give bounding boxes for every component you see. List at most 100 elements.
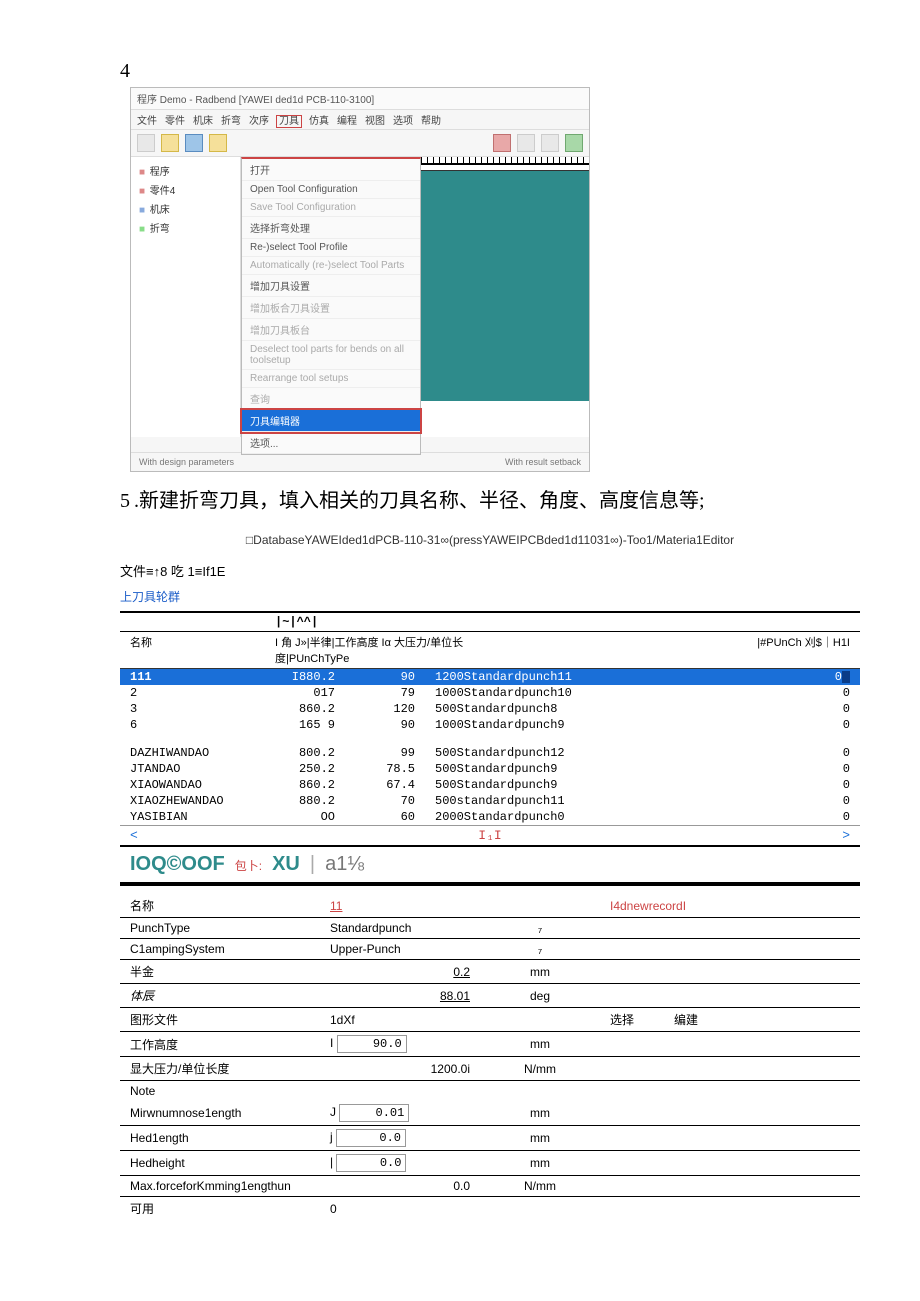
- form-row: 工作高度I mm: [120, 1032, 860, 1057]
- dropdown-item[interactable]: Open Tool Configuration: [242, 181, 420, 199]
- app-titlebar: 程序 Demo - Radbend [YAWEI ded1d PCB-110-3…: [131, 88, 589, 110]
- dropdown-item[interactable]: 增加板合刀具设置: [242, 297, 420, 319]
- step5-body: .新建折弯刀具，填入相关的刀具名称、半径、角度、高度信息等;: [134, 490, 705, 512]
- dropdown-item[interactable]: 增加刀具设置: [242, 275, 420, 297]
- dropdown-item[interactable]: Deselect tool parts for bends on all too…: [242, 341, 420, 370]
- menu-item[interactable]: 零件: [165, 116, 185, 127]
- table-row[interactable]: [120, 733, 860, 745]
- dropdown-item[interactable]: 查询: [242, 388, 420, 410]
- form-table: 名称11I4dnewrecordIPunchTypeStandardpunch₇…: [120, 894, 860, 1220]
- menu-item[interactable]: 刀具: [277, 116, 301, 127]
- form-row: Hedheight| mm: [120, 1151, 860, 1176]
- tool-header-symbols: |~|^^|: [120, 613, 860, 632]
- form-value: |: [330, 1154, 470, 1172]
- form-input[interactable]: [336, 1129, 406, 1147]
- menu-item[interactable]: 文件: [137, 116, 157, 127]
- select-button[interactable]: 选择: [610, 1011, 634, 1028]
- tool-group-link[interactable]: 上刀具轮群: [120, 588, 860, 605]
- menu-item[interactable]: 机床: [193, 116, 213, 127]
- form-value: j: [330, 1129, 470, 1147]
- form-row: Mirwnumnose1engthJ mm: [120, 1101, 860, 1126]
- toolbar-icon-d[interactable]: [565, 134, 583, 152]
- status-right: With result setback: [505, 457, 581, 467]
- toolbar-save-icon[interactable]: [185, 134, 203, 152]
- form-unit: mm: [470, 965, 610, 979]
- toolbar-icon-a[interactable]: [493, 134, 511, 152]
- table-row[interactable]: 3860.2120500Standardpunch80: [120, 701, 860, 717]
- form-label: Max.forceforKmming1engthun: [130, 1179, 330, 1193]
- toolbar-new-icon[interactable]: [137, 134, 155, 152]
- form-label: 名称: [130, 897, 330, 914]
- form-label: Hedheight: [130, 1156, 330, 1170]
- status-left: With design parameters: [139, 457, 234, 467]
- form-input[interactable]: [337, 1035, 407, 1053]
- toolbar-folder-icon[interactable]: [209, 134, 227, 152]
- form-label: 工作高度: [130, 1036, 330, 1053]
- app-toolbar: [131, 130, 589, 157]
- tools-dropdown: 打开Open Tool ConfigurationSave Tool Confi…: [241, 157, 421, 455]
- tool-header-row: 名称 I 角 J»|半律|工作高度 Iα 大压力/单位长度|PUnChTyPe …: [120, 632, 860, 669]
- table-row[interactable]: XIAOZHEWANDAO880.270500standardpunch110: [120, 793, 860, 809]
- form-value: 0.2: [330, 965, 470, 979]
- form-row: 半金0.2mm: [120, 960, 860, 984]
- menu-item[interactable]: 视图: [365, 116, 385, 127]
- menu-item[interactable]: 仿真: [309, 116, 329, 127]
- sub-header: 文件≡↑8 吃 1≡If1E: [120, 561, 860, 580]
- form-label: 显大压力/单位长度: [130, 1060, 330, 1077]
- canvas-ruler: [421, 157, 589, 171]
- tree-item[interactable]: ■ 零件4: [137, 182, 234, 197]
- table-row[interactable]: XIAOWANDAO860.267.4500Standardpunch90: [120, 777, 860, 793]
- tool-table: |~|^^| 名称 I 角 J»|半律|工作高度 Iα 大压力/单位长度|PUn…: [120, 611, 860, 886]
- dropdown-item[interactable]: Save Tool Configuration: [242, 199, 420, 217]
- form-label: Note: [130, 1084, 330, 1098]
- tree-item[interactable]: ■ 折弯: [137, 220, 234, 235]
- dropdown-item[interactable]: Re-)select Tool Profile: [242, 239, 420, 257]
- form-label: C1ampingSystem: [130, 942, 330, 956]
- table-row[interactable]: 6165 9901000Standardpunch90: [120, 717, 860, 733]
- dropdown-item[interactable]: 增加刀具板台: [242, 319, 420, 341]
- dropdown-item[interactable]: 打开: [242, 159, 420, 181]
- form-row: 显大压力/单位长度1200.0iN/mm: [120, 1057, 860, 1081]
- dropdown-item[interactable]: 选择折弯处理: [242, 217, 420, 239]
- form-input[interactable]: [339, 1104, 409, 1122]
- table-row[interactable]: YASIBIANOO602000Standardpunch00: [120, 809, 860, 825]
- scroll-right-icon[interactable]: >: [842, 828, 850, 843]
- dropdown-item[interactable]: Rearrange tool setups: [242, 370, 420, 388]
- form-input[interactable]: [336, 1154, 406, 1172]
- table-row[interactable]: 111I880.2901200Standardpunch110: [120, 669, 860, 685]
- menu-item[interactable]: 折弯: [221, 116, 241, 127]
- table-row[interactable]: JTANDAO250.278.5500Standardpunch90: [120, 761, 860, 777]
- app-tree: ■ 程序 ■ 零件4 ■ 机床 ■ 折弯: [131, 157, 241, 437]
- menu-item[interactable]: 次序: [249, 116, 269, 127]
- tree-item[interactable]: ■ 机床: [137, 201, 234, 216]
- menu-item[interactable]: 帮助: [421, 116, 441, 127]
- heading-t3: XU: [272, 853, 300, 876]
- toolbar-icon-b[interactable]: [517, 134, 535, 152]
- menu-item[interactable]: 选项: [393, 116, 413, 127]
- form-row: 体辰88.01deg: [120, 984, 860, 1008]
- form-row: PunchTypeStandardpunch₇: [120, 918, 860, 939]
- heading-t4: a1⅛: [325, 853, 364, 876]
- canvas-workarea: [421, 171, 589, 401]
- form-value: 0: [330, 1202, 470, 1216]
- form-value: 1200.0i: [330, 1062, 470, 1076]
- form-label: 图形文件: [130, 1011, 330, 1028]
- toolbar-open-icon[interactable]: [161, 134, 179, 152]
- form-row: 名称11I4dnewrecordI: [120, 894, 860, 918]
- dropdown-item[interactable]: 选项...: [242, 432, 420, 454]
- toolbar-icon-c[interactable]: [541, 134, 559, 152]
- menu-item[interactable]: 编程: [337, 116, 357, 127]
- form-unit: ₇: [470, 942, 610, 956]
- tree-item[interactable]: ■ 程序: [137, 163, 234, 178]
- build-button[interactable]: 编建: [674, 1011, 698, 1028]
- form-row: 可用0: [120, 1197, 860, 1220]
- form-label: 可用: [130, 1200, 330, 1217]
- scroll-left-icon[interactable]: <: [130, 828, 138, 843]
- dropdown-item[interactable]: 刀具编辑器: [242, 410, 420, 432]
- table-row[interactable]: DAZHIWANDAO800.299500Standardpunch120: [120, 745, 860, 761]
- dropdown-item[interactable]: Automatically (re-)select Tool Parts: [242, 257, 420, 275]
- scroll-mid: I₁I: [478, 828, 501, 843]
- form-value: Upper-Punch: [330, 942, 470, 956]
- scroll-row[interactable]: < I₁I >: [120, 825, 860, 847]
- table-row[interactable]: 2017791000Standardpunch100: [120, 685, 860, 701]
